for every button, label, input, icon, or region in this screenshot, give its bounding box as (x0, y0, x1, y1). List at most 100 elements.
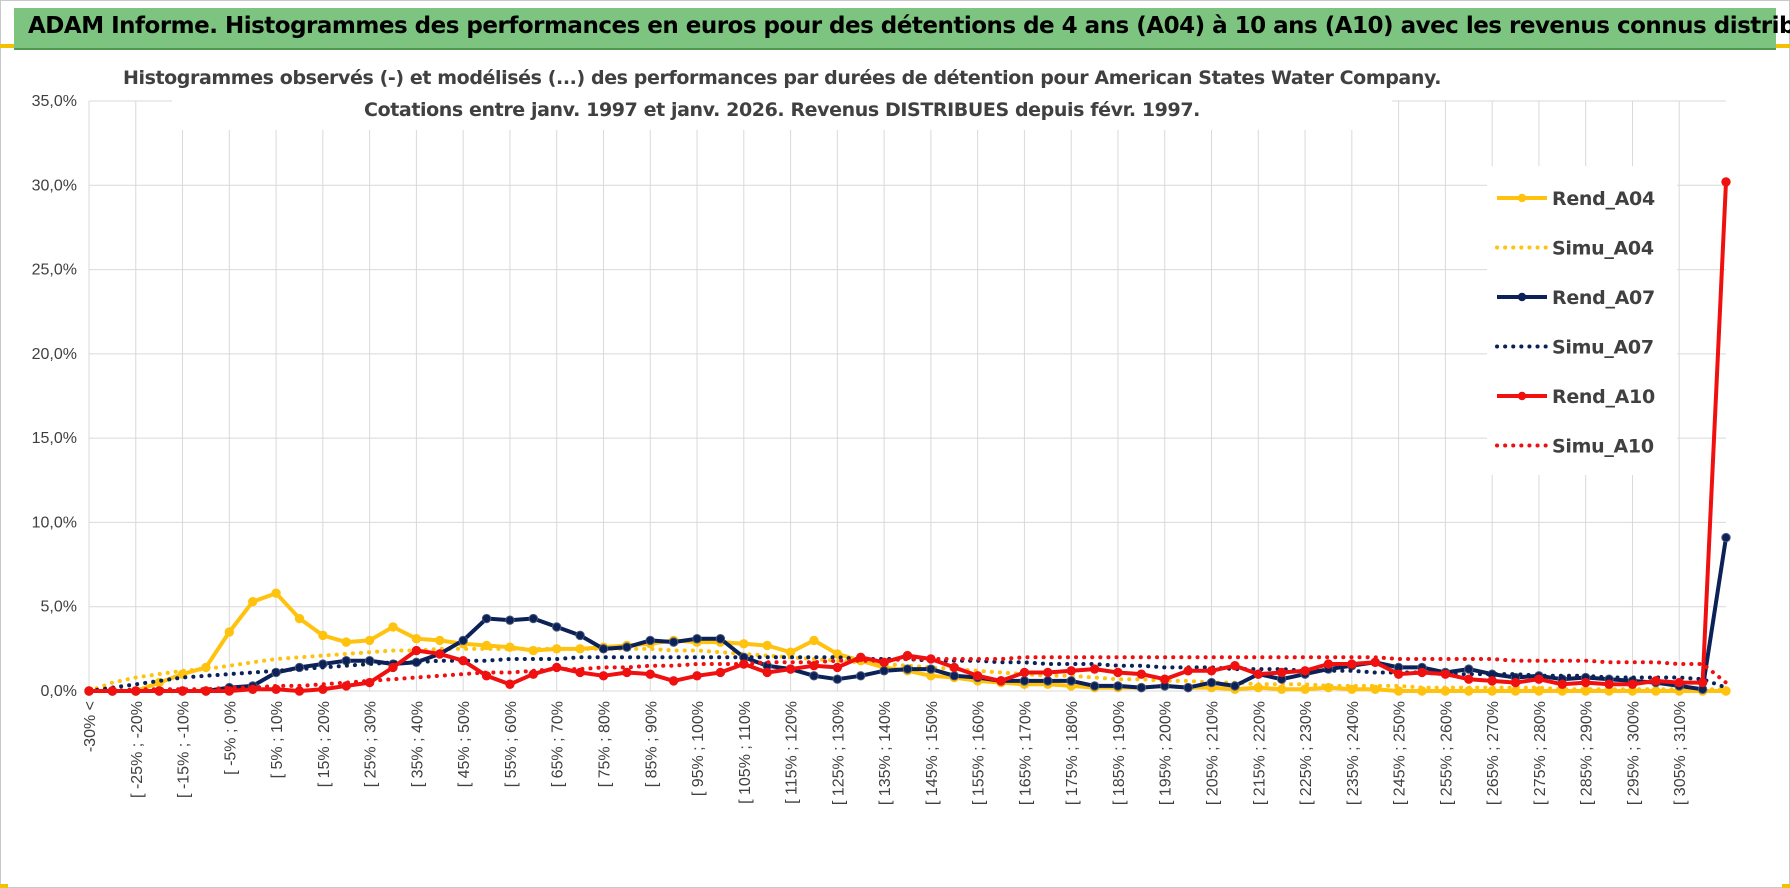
histogram-chart: 0,0% 5,0% 10,0% 15,0% 20,0% 25,0% 30,0% 35,0% -… (32, 58, 1731, 805)
x-tick-label: [ 105% ; 110% (737, 701, 754, 804)
series-rend-a10-point (1089, 664, 1100, 674)
series-rend-a10-point (411, 645, 422, 656)
series-rend-a10-point (1604, 679, 1614, 689)
legend-label-rend-a07: Rend_A07 (1552, 287, 1655, 309)
series-rend-a10-point (996, 676, 1006, 686)
report-title: ADAM Informe. Histogrammes des performan… (28, 13, 1790, 39)
series-rend-a10-point (1160, 674, 1170, 684)
series-rend-a04-point (1276, 684, 1287, 695)
y-tick-label: 5,0% (41, 599, 77, 616)
series-rend-a04-point (411, 634, 422, 644)
series-rend-a07-point (949, 671, 959, 681)
series-rend-a10-point (1580, 677, 1591, 688)
series-rend-a04-point (271, 588, 281, 598)
series-rend-a07-point (1206, 677, 1217, 688)
series-rend-a07-point (715, 634, 726, 644)
legend-label-simu-a07: Simu_A07 (1552, 337, 1654, 359)
x-tick-label: [ 205% ; 210% (1205, 701, 1222, 805)
series-rend-a04-point (341, 637, 351, 647)
series-rend-a10-point (458, 655, 468, 666)
x-tick-label: [ 35% ; 40% (409, 701, 426, 787)
y-tick-label: 25,0% (32, 262, 77, 279)
series-rend-a10-point (1136, 669, 1147, 679)
chart-grid (88, 100, 1726, 692)
x-tick-label: [ -15% ; -10% (176, 701, 193, 798)
series-rend-a10-point (1066, 666, 1076, 676)
x-tick-label: [ 295% ; 300% (1625, 701, 1642, 805)
y-tick-label: 30,0% (32, 177, 77, 194)
series-rend-a07-point (1230, 681, 1240, 691)
series-rend-a07-point (902, 664, 913, 674)
series-rend-a07-point (645, 635, 655, 646)
x-tick-label: [ 285% ; 290% (1579, 701, 1596, 805)
y-axis-ticks: 0,0% 5,0% 10,0% 15,0% 20,0% 25,0% 30,0% 35,0% (32, 93, 77, 700)
x-tick-label: [ 75% ; 80% (596, 701, 613, 787)
series-simu-a07-line (87, 655, 1728, 693)
series-rend-a10-point (1440, 669, 1451, 679)
series-rend-a07-point (1183, 682, 1193, 693)
series-rend-a10-point (1697, 677, 1708, 688)
series-rend-a10-point (1206, 666, 1217, 676)
x-tick-label: [ 115% ; 120% (784, 701, 801, 804)
chart-title-backdrop (172, 58, 1392, 130)
series-rend-a07-point (598, 644, 609, 654)
legend-label-simu-a10: Simu_A10 (1552, 436, 1654, 458)
corner-accent-bottom-left (0, 884, 8, 888)
corner-accent-bottom-right (1782, 884, 1790, 888)
series-rend-a04-point (739, 639, 749, 649)
x-tick-label: [ 55% ; 60% (503, 701, 520, 787)
series-rend-a10-point (1230, 661, 1240, 671)
x-tick-label: [ 235% ; 240% (1345, 701, 1362, 805)
series-rend-a10-point (1370, 657, 1380, 668)
series-rend-a10-point (1113, 667, 1123, 678)
y-tick-label: 0,0% (41, 683, 77, 700)
series-rend-a10-point (668, 676, 679, 686)
series-rend-a10-point (1417, 667, 1427, 678)
chart-series (84, 177, 1731, 696)
series-rend-a10-point (1300, 666, 1310, 676)
x-tick-label: [ 5% ; 10% (269, 701, 286, 778)
series-rend-a07-point (832, 674, 843, 684)
x-tick-label: -30% < (82, 701, 99, 752)
x-tick-label: [ 255% ; 260% (1438, 701, 1455, 805)
y-tick-label: 15,0% (32, 430, 77, 447)
series-rend-a07-point (1136, 682, 1147, 693)
series-rend-a04-point (762, 640, 772, 651)
x-tick-label: [ 145% ; 150% (924, 701, 941, 805)
series-rend-a04-point (435, 635, 445, 646)
series-rend-a10-point (1323, 659, 1334, 669)
legend-marker-rend-a10 (1517, 391, 1527, 401)
y-tick-label: 10,0% (32, 514, 77, 531)
series-rend-a07-point (575, 630, 585, 641)
x-tick-label: [ 165% ; 170% (1017, 701, 1034, 805)
x-tick-label: [ 155% ; 160% (971, 701, 988, 805)
series-rend-a10-point (949, 662, 959, 673)
series-rend-a10-point (645, 669, 655, 679)
series-rend-a10-point (1183, 666, 1193, 676)
series-rend-a10-point (1464, 674, 1474, 684)
series-rend-a07-point (528, 613, 539, 624)
x-tick-label: [ 45% ; 50% (456, 701, 473, 787)
series-rend-a07-point (668, 637, 679, 647)
series-rend-a10-point (1674, 677, 1684, 688)
series-rend-a04-point (1721, 686, 1731, 696)
series-rend-a04-point (1347, 684, 1357, 695)
series-rend-a10-point (1347, 659, 1357, 669)
series-rend-a04-point (364, 635, 375, 646)
series-rend-a07-point (879, 666, 889, 676)
series-rend-a10-point (832, 662, 843, 673)
series-rend-a07-point (458, 635, 468, 646)
series-rend-a10-point (1487, 676, 1497, 686)
series-rend-a07-point (1019, 676, 1030, 686)
x-tick-label: [ 65% ; 70% (550, 701, 567, 787)
series-rend-a10-point (318, 684, 328, 695)
series-rend-a07-point (1113, 681, 1123, 691)
x-tick-label: [ 275% ; 280% (1532, 701, 1549, 805)
corner-accent-right (1776, 44, 1790, 48)
series-rend-a10-point (1510, 677, 1521, 688)
x-tick-label: [ 195% ; 200% (1158, 701, 1175, 805)
series-rend-a04-point (481, 640, 492, 651)
series-rend-a04-line (89, 591, 1726, 693)
legend-label-rend-a10: Rend_A10 (1552, 386, 1655, 408)
series-rend-a07-point (341, 655, 351, 666)
